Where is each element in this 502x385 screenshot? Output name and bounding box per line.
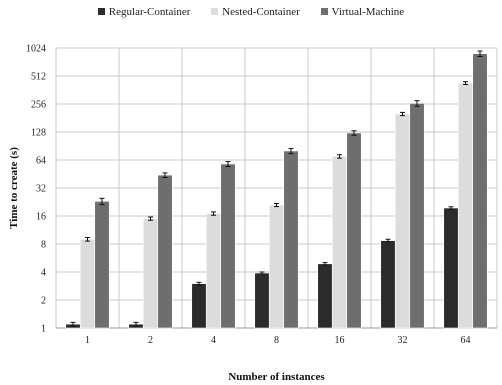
bar-regular-container-4 bbox=[191, 283, 207, 329]
error-bar bbox=[337, 154, 342, 159]
bar-virtual-machine-1 bbox=[94, 201, 110, 329]
bar-regular-container-8 bbox=[254, 272, 270, 329]
legend-label: Virtual-Machine bbox=[331, 6, 405, 18]
y-tick-label: 128 bbox=[31, 128, 46, 139]
bar-nested-container-1 bbox=[79, 238, 96, 329]
error-bar bbox=[148, 216, 153, 221]
error-bar bbox=[85, 236, 90, 242]
error-bar bbox=[133, 321, 139, 327]
legend-item-nested-container: Nested-Container bbox=[211, 6, 300, 18]
legend-label: Nested-Container bbox=[222, 6, 300, 18]
legend-label: Regular-Container bbox=[108, 6, 191, 18]
legend-swatch bbox=[97, 8, 105, 15]
bar-virtual-machine-2 bbox=[157, 174, 173, 329]
legend-swatch bbox=[211, 8, 219, 15]
bar-regular-container-32 bbox=[380, 240, 396, 329]
error-bar bbox=[259, 271, 265, 275]
bar-nested-container-32 bbox=[394, 113, 411, 329]
error-bar bbox=[322, 262, 328, 266]
error-bar bbox=[400, 111, 405, 117]
error-bar bbox=[477, 50, 483, 57]
error-bar bbox=[448, 206, 454, 210]
bar-nested-container-16 bbox=[331, 156, 348, 329]
y-tick-labels: 1 2 4 8 16 32 64 128 256 512 1024 bbox=[26, 44, 46, 335]
x-tick-labels: 1 2 4 8 16 32 64 bbox=[85, 335, 471, 346]
error-bar bbox=[274, 203, 279, 208]
x-tick-label: 4 bbox=[211, 335, 216, 346]
error-bar bbox=[385, 238, 391, 243]
error-bar bbox=[463, 81, 468, 85]
y-tick-label: 8 bbox=[41, 240, 46, 251]
error-bar bbox=[225, 161, 231, 167]
bar-virtual-machine-64 bbox=[472, 53, 488, 329]
error-bar bbox=[414, 100, 420, 107]
bar-nested-container-2 bbox=[142, 218, 159, 329]
error-bar bbox=[162, 172, 168, 178]
legend-swatch bbox=[320, 8, 328, 15]
x-tick-label: 64 bbox=[461, 335, 471, 346]
y-tick-label: 1 bbox=[41, 324, 46, 335]
bar-virtual-machine-16 bbox=[346, 132, 362, 329]
error-bar bbox=[288, 148, 294, 155]
error-bar bbox=[351, 130, 357, 136]
y-tick-label: 512 bbox=[31, 72, 46, 83]
legend-item-virtual-machine: Virtual-Machine bbox=[320, 6, 405, 18]
bars bbox=[65, 50, 488, 329]
x-tick-label: 32 bbox=[398, 335, 408, 346]
bar-regular-container-64 bbox=[443, 207, 459, 329]
error-bar bbox=[70, 321, 76, 327]
y-axis-title: Time to create (s) bbox=[8, 147, 20, 229]
bar-nested-container-4 bbox=[205, 213, 222, 329]
y-tick-label: 256 bbox=[31, 100, 46, 111]
legend: Regular-Container Nested-Container Virtu… bbox=[0, 6, 502, 18]
x-axis-title: Number of instances bbox=[228, 371, 325, 383]
bar-nested-container-8 bbox=[268, 204, 285, 329]
y-tick-label: 32 bbox=[36, 184, 46, 195]
x-tick-label: 16 bbox=[335, 335, 345, 346]
x-tick-label: 1 bbox=[85, 335, 90, 346]
bar-virtual-machine-32 bbox=[409, 103, 425, 329]
error-bar bbox=[196, 281, 202, 286]
bar-virtual-machine-8 bbox=[283, 150, 299, 329]
y-tick-label: 4 bbox=[41, 268, 46, 279]
y-tick-label: 2 bbox=[41, 296, 46, 307]
error-bar bbox=[99, 197, 105, 206]
y-tick-label: 64 bbox=[36, 156, 46, 167]
bar-nested-container-64 bbox=[457, 82, 474, 329]
y-tick-label: 1024 bbox=[26, 44, 46, 55]
bar-virtual-machine-4 bbox=[220, 163, 236, 329]
x-tick-label: 8 bbox=[274, 335, 279, 346]
legend-item-regular-container: Regular-Container bbox=[97, 6, 191, 18]
x-tick-label: 2 bbox=[148, 335, 153, 346]
bar-regular-container-16 bbox=[317, 263, 333, 329]
error-bar bbox=[211, 211, 216, 216]
y-tick-label: 16 bbox=[36, 212, 46, 223]
